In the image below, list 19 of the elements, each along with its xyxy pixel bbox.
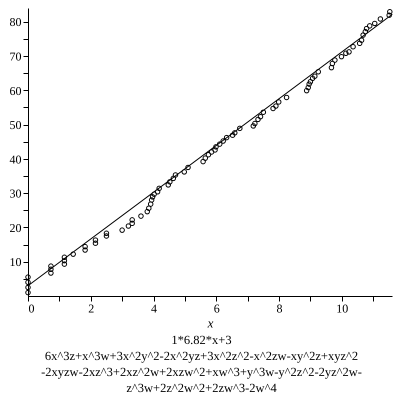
text: -2xyzw-2xz^3+2xz^2w+2xzw^2+xw^3+y^3w-y^2z^2-2yz^2w- (41, 365, 362, 379)
y-tick-label: 20 (10, 220, 22, 235)
y-tick-label: 70 (10, 50, 22, 64)
y-tick-label: 50 (10, 118, 22, 132)
x-tick-label: 10 (336, 302, 348, 316)
y-tick-label: 30 (10, 186, 22, 201)
text: 6x^3z+x^3w+3x^2y^2-2x^2yz+3x^2z^2-x^2zw-xy^2z+xyz^2 (44, 349, 358, 363)
text: 1*6.82*x+3 (171, 333, 232, 347)
text: z^3w+2z^2w^2+2zw^3-2w^4 (126, 381, 278, 395)
y-tick-label: 40 (10, 152, 22, 166)
x-tick-label: 0 (28, 302, 34, 316)
x-tick-label: 8 (276, 302, 283, 316)
y-tick-label: 10 (10, 255, 22, 270)
x-tick-label: 4 (151, 302, 158, 316)
x-tick-label: 2 (88, 302, 94, 316)
x-axis-title: x (206, 316, 214, 330)
y-tick-label: 80 (10, 15, 22, 30)
x-tick-label: 6 (214, 302, 220, 316)
y-tick-label: 60 (10, 84, 22, 98)
